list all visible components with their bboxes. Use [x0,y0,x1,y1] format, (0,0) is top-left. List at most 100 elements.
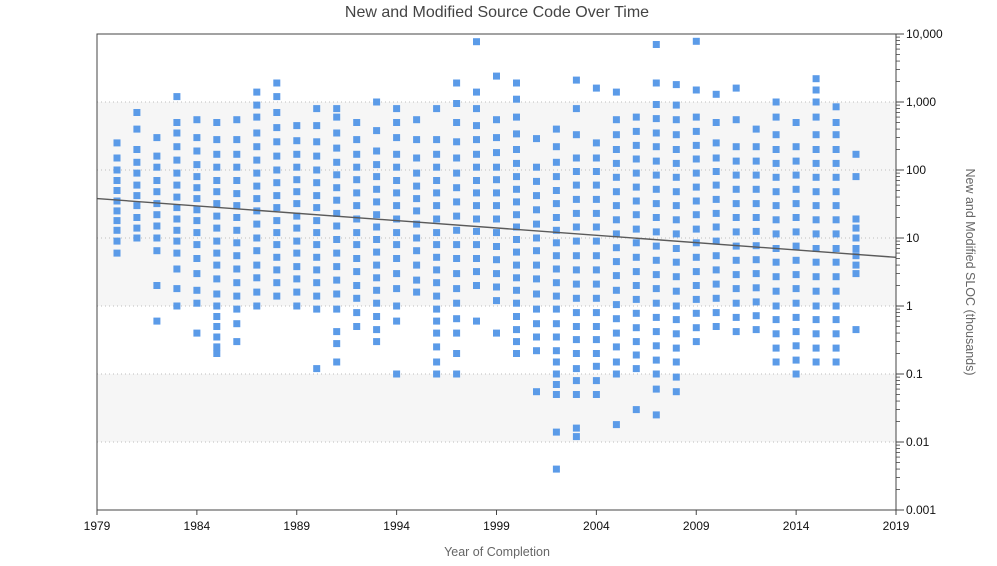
data-point [213,212,221,220]
data-point [533,247,540,255]
data-point [133,109,141,116]
data-point [433,253,441,261]
data-point [173,302,181,310]
data-point [632,351,640,359]
data-point [752,256,760,264]
data-point [513,326,520,334]
data-point [133,214,141,221]
data-point [632,268,640,276]
data-point [373,98,381,106]
data-point [772,302,780,310]
data-point [712,309,720,317]
data-point [373,313,381,320]
data-point [712,280,720,288]
data-point [632,197,640,205]
data-point [552,305,560,313]
data-point [612,173,620,181]
data-point [672,101,680,109]
data-point [333,144,341,152]
data-point [473,105,480,113]
data-point [433,163,441,171]
data-point [812,131,820,139]
data-point [612,329,620,337]
data-point [692,295,700,303]
data-point [632,253,640,261]
data-point [333,129,341,137]
data-point [792,313,800,321]
data-point [353,119,361,126]
data-point [473,150,480,158]
data-point [852,224,860,232]
data-point [453,350,461,357]
data-point [552,173,560,181]
data-point [133,158,141,166]
data-point [692,155,700,163]
data-point [792,299,800,307]
data-point [513,79,520,87]
data-point [313,204,321,212]
data-point [552,381,560,388]
data-point [173,129,181,137]
data-point [453,370,461,378]
data-point [712,266,720,274]
data-point [612,343,620,351]
data-point [333,305,341,313]
data-point [253,101,261,109]
data-point [752,242,760,250]
data-point [353,309,361,317]
data-point [792,356,800,364]
data-point [493,72,500,80]
data-point [433,305,441,313]
data-point [652,129,660,137]
data-point [652,342,660,350]
data-point [513,95,520,103]
data-point [353,294,361,302]
data-point [453,169,461,177]
data-point [652,79,660,87]
data-point [413,220,421,228]
data-point [752,125,760,133]
y-tick-label: 0.1 [906,367,923,381]
data-point [632,324,640,332]
data-point [493,329,500,337]
data-point [772,98,780,106]
data-point [453,212,461,220]
data-point [113,249,121,257]
data-point [812,75,820,83]
data-point [832,358,840,366]
data-point [413,154,421,162]
data-point [592,223,600,231]
data-point [852,150,860,158]
data-point [393,134,401,142]
data-point [772,358,780,366]
data-point [772,173,780,181]
data-point [433,266,441,274]
data-point [812,113,820,121]
data-point [213,333,221,341]
data-point [153,282,161,289]
data-point [812,316,820,324]
data-point [173,143,181,151]
data-point [253,288,261,296]
data-point [792,328,800,336]
data-point [592,377,600,385]
data-point [652,185,660,193]
data-point [572,350,580,357]
data-point [772,258,780,266]
data-point [473,177,480,184]
data-point [513,130,520,138]
data-point [193,206,201,214]
data-point [672,245,680,252]
data-point [113,187,121,194]
data-point [552,226,560,234]
data-point [572,131,580,139]
data-point [652,143,660,151]
data-point [213,290,221,298]
data-point [293,176,301,184]
data-point [632,127,640,135]
data-point [213,261,221,269]
x-tick-label: 1984 [184,519,211,533]
data-point [712,181,720,189]
data-point [712,90,720,98]
